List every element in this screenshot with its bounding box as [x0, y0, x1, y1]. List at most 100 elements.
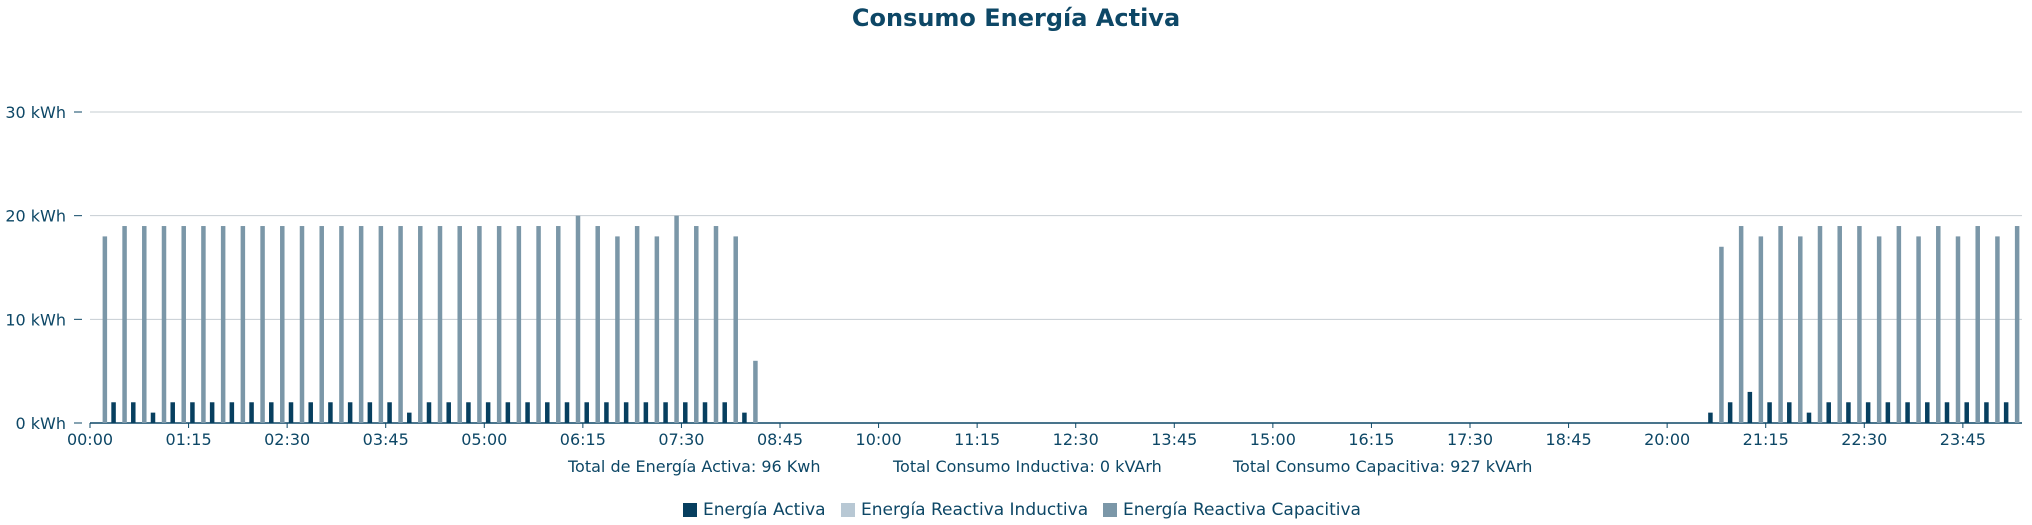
- bar-energ-a-activa[interactable]: [525, 402, 530, 423]
- bar-energ-a-reactiva-capacitiva[interactable]: [220, 226, 226, 423]
- bar-energ-a-activa[interactable]: [1984, 402, 1989, 423]
- bar-energ-a-reactiva-capacitiva[interactable]: [1896, 226, 1902, 423]
- bar-energ-a-reactiva-capacitiva[interactable]: [260, 226, 265, 423]
- bar-energ-a-activa[interactable]: [564, 402, 570, 423]
- bar-energ-a-reactiva-capacitiva[interactable]: [733, 236, 738, 423]
- bar-energ-a-activa[interactable]: [742, 412, 747, 423]
- bar-energ-a-activa[interactable]: [328, 402, 333, 423]
- bar-energ-a-activa[interactable]: [387, 402, 392, 423]
- bar-energ-a-reactiva-capacitiva[interactable]: [319, 226, 324, 423]
- bar-energ-a-reactiva-capacitiva[interactable]: [1876, 236, 1882, 423]
- bar-energ-a-reactiva-capacitiva[interactable]: [536, 226, 541, 423]
- bar-energ-a-activa[interactable]: [229, 402, 235, 423]
- bar-energ-a-activa[interactable]: [722, 402, 727, 423]
- legend-item-capacitiva[interactable]: Energía Reactiva Capacitiva: [1103, 500, 1361, 520]
- bar-energ-a-reactiva-capacitiva[interactable]: [615, 236, 620, 423]
- bar-energ-a-activa[interactable]: [1944, 402, 1950, 423]
- bar-energ-a-reactiva-capacitiva[interactable]: [674, 215, 679, 423]
- bar-energ-a-reactiva-capacitiva[interactable]: [1758, 236, 1764, 423]
- bar-energ-a-reactiva-capacitiva[interactable]: [142, 226, 147, 423]
- bar-energ-a-activa[interactable]: [131, 402, 136, 423]
- bar-energ-a-activa[interactable]: [1826, 402, 1831, 423]
- bar-energ-a-activa[interactable]: [1964, 402, 1969, 423]
- bar-energ-a-reactiva-capacitiva[interactable]: [713, 226, 719, 423]
- bar-energ-a-reactiva-capacitiva[interactable]: [496, 226, 502, 423]
- bar-energ-a-activa[interactable]: [466, 402, 471, 423]
- bar-energ-a-activa[interactable]: [545, 402, 550, 423]
- bar-energ-a-reactiva-capacitiva[interactable]: [161, 226, 167, 423]
- legend-item-inductiva[interactable]: Energía Reactiva Inductiva: [841, 500, 1088, 520]
- bar-energ-a-reactiva-capacitiva[interactable]: [122, 226, 127, 423]
- bar-energ-a-reactiva-capacitiva[interactable]: [1995, 236, 2000, 423]
- bar-energ-a-reactiva-capacitiva[interactable]: [516, 226, 522, 423]
- bar-energ-a-activa[interactable]: [426, 402, 432, 423]
- bar-energ-a-activa[interactable]: [111, 402, 116, 423]
- bar-energ-a-activa[interactable]: [1925, 402, 1930, 423]
- bar-energ-a-activa[interactable]: [1747, 391, 1753, 423]
- bar-energ-a-activa[interactable]: [308, 402, 313, 423]
- bar-energ-a-activa[interactable]: [1767, 402, 1772, 423]
- bar-energ-a-activa[interactable]: [683, 402, 688, 423]
- bar-energ-a-reactiva-capacitiva[interactable]: [398, 226, 403, 423]
- bar-energ-a-reactiva-capacitiva[interactable]: [1857, 226, 1862, 423]
- bar-energ-a-activa[interactable]: [702, 402, 708, 423]
- bar-energ-a-reactiva-capacitiva[interactable]: [2014, 226, 2020, 423]
- bar-energ-a-reactiva-capacitiva[interactable]: [299, 226, 305, 423]
- bar-energ-a-reactiva-capacitiva[interactable]: [1738, 226, 1744, 423]
- bar-energ-a-activa[interactable]: [269, 402, 274, 423]
- bar-energ-a-activa[interactable]: [1846, 402, 1851, 423]
- bar-energ-a-reactiva-capacitiva[interactable]: [378, 226, 384, 423]
- bar-energ-a-reactiva-capacitiva[interactable]: [181, 226, 186, 423]
- bar-energ-a-activa[interactable]: [407, 412, 412, 423]
- bar-energ-a-activa[interactable]: [1885, 402, 1891, 423]
- bar-energ-a-reactiva-capacitiva[interactable]: [1719, 246, 1724, 423]
- bar-energ-a-activa[interactable]: [505, 402, 511, 423]
- bar-energ-a-activa[interactable]: [288, 402, 294, 423]
- bar-energ-a-reactiva-capacitiva[interactable]: [240, 226, 246, 423]
- bar-energ-a-reactiva-capacitiva[interactable]: [102, 236, 108, 423]
- bar-energ-a-activa[interactable]: [170, 402, 175, 423]
- bar-energ-a-activa[interactable]: [1905, 402, 1910, 423]
- bar-energ-a-activa[interactable]: [1865, 402, 1871, 423]
- bar-energ-a-reactiva-capacitiva[interactable]: [477, 226, 482, 423]
- bar-energ-a-activa[interactable]: [209, 402, 215, 423]
- bar-energ-a-reactiva-capacitiva[interactable]: [339, 226, 344, 423]
- bar-energ-a-activa[interactable]: [1708, 412, 1713, 423]
- bar-energ-a-activa[interactable]: [623, 402, 629, 423]
- bar-energ-a-reactiva-capacitiva[interactable]: [1916, 236, 1921, 423]
- bar-energ-a-activa[interactable]: [485, 402, 491, 423]
- bar-energ-a-reactiva-capacitiva[interactable]: [437, 226, 443, 423]
- bar-energ-a-activa[interactable]: [1787, 402, 1792, 423]
- bar-energ-a-activa[interactable]: [190, 402, 195, 423]
- bar-energ-a-reactiva-capacitiva[interactable]: [358, 226, 364, 423]
- bar-energ-a-reactiva-capacitiva[interactable]: [1798, 236, 1803, 423]
- bar-energ-a-activa[interactable]: [1727, 402, 1733, 423]
- bar-energ-a-reactiva-capacitiva[interactable]: [556, 226, 561, 423]
- bar-energ-a-reactiva-capacitiva[interactable]: [753, 360, 758, 423]
- bar-energ-a-reactiva-capacitiva[interactable]: [694, 226, 699, 423]
- bar-energ-a-activa[interactable]: [584, 402, 589, 423]
- bar-energ-a-reactiva-capacitiva[interactable]: [1975, 226, 1980, 423]
- bar-energ-a-reactiva-capacitiva[interactable]: [595, 226, 600, 423]
- bar-energ-a-reactiva-capacitiva[interactable]: [280, 226, 285, 423]
- bar-energ-a-activa[interactable]: [367, 402, 373, 423]
- bar-energ-a-reactiva-capacitiva[interactable]: [1817, 226, 1823, 423]
- bar-energ-a-activa[interactable]: [643, 402, 649, 423]
- bar-energ-a-reactiva-capacitiva[interactable]: [457, 226, 462, 423]
- bar-energ-a-reactiva-capacitiva[interactable]: [1778, 226, 1783, 423]
- legend-item-activa[interactable]: Energía Activa: [683, 500, 826, 520]
- bar-energ-a-reactiva-capacitiva[interactable]: [654, 236, 660, 423]
- bar-energ-a-activa[interactable]: [347, 402, 353, 423]
- bar-energ-a-activa[interactable]: [249, 402, 254, 423]
- bar-energ-a-reactiva-capacitiva[interactable]: [575, 215, 581, 423]
- bar-energ-a-reactiva-capacitiva[interactable]: [1837, 226, 1842, 423]
- bar-energ-a-reactiva-capacitiva[interactable]: [201, 226, 206, 423]
- bar-energ-a-activa[interactable]: [1806, 412, 1812, 423]
- bar-energ-a-reactiva-capacitiva[interactable]: [634, 226, 640, 423]
- bar-energ-a-activa[interactable]: [446, 402, 451, 423]
- bar-energ-a-reactiva-capacitiva[interactable]: [1936, 226, 1941, 423]
- bar-energ-a-activa[interactable]: [604, 402, 609, 423]
- bar-energ-a-reactiva-capacitiva[interactable]: [1955, 236, 1961, 423]
- bar-energ-a-activa[interactable]: [663, 402, 668, 423]
- bar-energ-a-reactiva-capacitiva[interactable]: [418, 226, 423, 423]
